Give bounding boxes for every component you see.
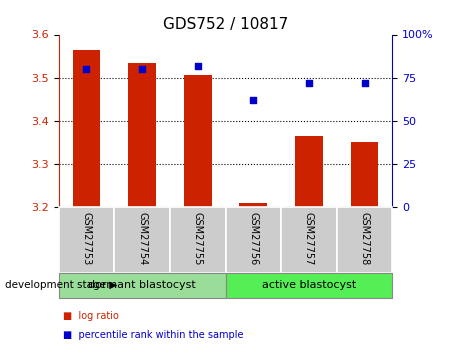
Text: GSM27756: GSM27756 [249,212,258,266]
Point [250,97,257,103]
Point [305,80,313,86]
Bar [114,207,170,273]
Bar [226,273,392,298]
Bar [226,207,281,273]
Text: GSM27753: GSM27753 [82,212,92,266]
Text: development stage ▶: development stage ▶ [5,280,117,290]
Text: GSM27755: GSM27755 [193,212,202,266]
Text: active blastocyst: active blastocyst [262,280,356,290]
Text: ■  percentile rank within the sample: ■ percentile rank within the sample [63,330,244,339]
Bar [295,136,323,207]
Text: ■  log ratio: ■ log ratio [63,311,119,321]
Text: GSM27754: GSM27754 [137,212,147,266]
Bar [184,76,212,207]
Point [138,66,146,72]
Point [361,80,368,86]
Point [194,63,201,68]
Bar [337,207,392,273]
Text: GSM27758: GSM27758 [359,212,369,266]
Text: GSM27757: GSM27757 [304,212,314,266]
Bar [239,203,267,207]
Point [83,66,90,72]
Bar [351,142,378,207]
Bar [59,273,226,298]
Bar [170,207,226,273]
Bar [128,62,156,207]
Text: GDS752 / 10817: GDS752 / 10817 [163,17,288,32]
Bar [73,50,100,207]
Bar [59,207,114,273]
Bar [281,207,337,273]
Text: dormant blastocyst: dormant blastocyst [88,280,196,290]
